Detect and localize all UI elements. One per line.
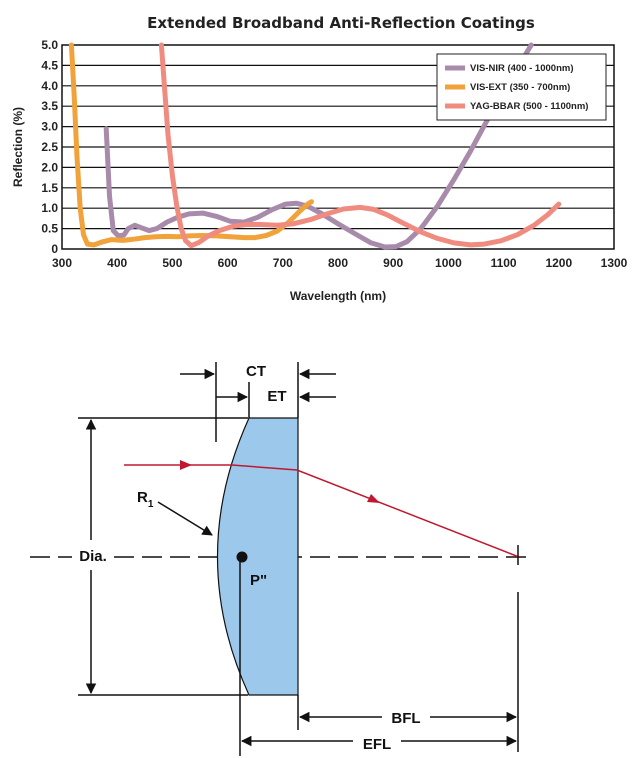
series-line-yag-bbar [158,42,562,249]
legend: VIS-NIR (400 - 1000nm) VIS-EXT (350 - 70… [436,53,607,121]
x-tick-label: 700 [273,256,293,270]
radius-leader [157,501,213,536]
legend-label-yag-bbar: YAG-BBAR (500 - 1100nm) [470,101,588,112]
y-tick-labels: 0 0.5 1.0 1.5 2.0 2.5 3.0 3.5 4.0 4.5 5.0 [41,38,58,256]
y-tick-label: 4.0 [41,79,58,93]
y-gridlines [62,64,614,230]
x-tick-labels: 300 400 500 600 700 800 900 1000 1100 1200 1300 [52,256,628,270]
series-line-vis-ext [68,42,314,248]
dia-label-bg [72,540,114,570]
reflection-chart: Extended Broadband Anti-Reflection Coati… [11,14,628,303]
x-tick-label: 400 [107,256,127,270]
light-ray [124,464,520,558]
legend-label-vis-nir: VIS-NIR (400 - 1000nm) [470,63,573,74]
efl-label: EFL [363,736,391,753]
et-label: ET [267,388,286,405]
principal-point [236,551,248,563]
y-tick-label: 3.5 [41,99,58,113]
y-axis-label: Reflection (%) [11,107,25,187]
dia-label: Dia. [79,548,107,565]
y-tick-label: 0.5 [41,222,58,236]
ray-arrowhead-right [367,494,380,503]
y-tick-label: 2.5 [41,140,58,154]
x-tick-label: 1000 [435,256,462,270]
y-tick-label: 2.0 [41,160,58,174]
principal-point-label: P" [250,572,267,589]
x-axis-label: Wavelength (nm) [290,289,386,303]
x-tick-label: 900 [383,256,403,270]
y-tick-label: 1.0 [41,201,58,215]
y-tick-label: 1.5 [41,181,58,195]
bfl-label: BFL [391,710,420,727]
x-tick-label: 1200 [545,256,572,270]
plano-convex-lens [216,417,299,696]
y-tick-label: 5.0 [41,38,58,52]
series-line-vis-nir [103,42,534,250]
x-tick-label: 600 [218,256,238,270]
legend-box [436,53,607,121]
x-tick-label: 500 [162,256,182,270]
plot-frame [61,44,615,250]
legend-label-vis-ext: VIS-EXT (350 - 700nm) [470,82,570,93]
lens-diagram: Dia. CT ET R1 P" BFL EFL [30,362,532,756]
ct-label: CT [246,363,266,380]
ray-arrowhead-left [180,460,192,470]
radius-subscript: 1 [148,499,154,510]
series-lines [68,42,562,250]
radius-label: R1 [137,489,154,510]
x-tick-label: 1100 [491,256,517,270]
bfl-label-bg [382,704,430,730]
chart-title: Extended Broadband Anti-Reflection Coati… [147,14,535,32]
efl-label-bg [353,729,401,755]
y-tick-label: 4.5 [41,58,58,72]
x-tick-label: 1300 [601,256,628,270]
y-tick-label: 3.0 [41,120,58,134]
x-tick-label: 300 [52,256,72,270]
y-tick-label: 0 [51,242,58,256]
x-tick-label: 800 [328,256,348,270]
